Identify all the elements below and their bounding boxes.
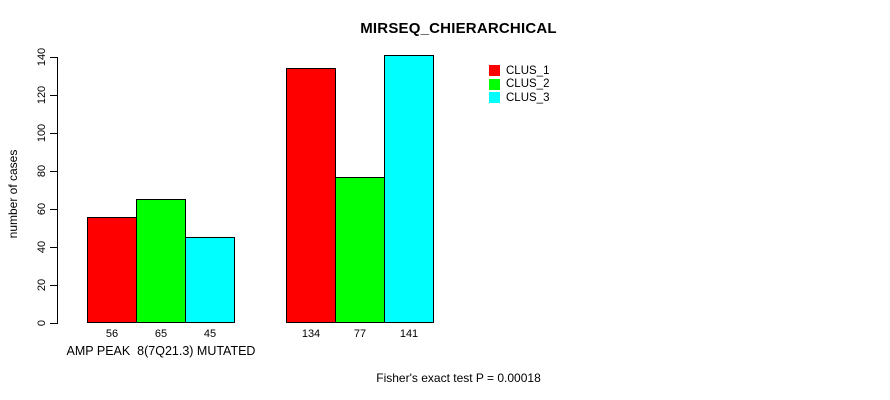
y-axis-tick	[50, 171, 57, 172]
y-tick-label: 0	[36, 319, 48, 327]
legend-swatch	[489, 65, 500, 77]
y-tick-label: 40	[36, 240, 48, 254]
legend: CLUS_1 CLUS_2 CLUS_3	[489, 64, 549, 105]
legend-label: CLUS_3	[506, 91, 550, 104]
y-axis-tick	[50, 95, 57, 96]
legend-item: CLUS_1	[489, 64, 549, 78]
y-axis-label: number of cases	[6, 149, 20, 239]
x-category-label: AMP PEAK 8(7Q21.3) MUTATED	[66, 344, 256, 358]
y-axis-tick	[50, 133, 57, 134]
bar-clus_1-group1	[87, 217, 137, 323]
stat-test-caption: Fisher's exact test P = 0.00018	[376, 371, 541, 385]
bar-value-label: 141	[399, 328, 419, 340]
y-tick-label: 20	[36, 278, 48, 292]
bar-clus_3-group2	[384, 55, 434, 323]
legend-item: CLUS_3	[489, 91, 549, 105]
bar-clus_2-group2	[335, 177, 385, 323]
legend-label: CLUS_1	[506, 64, 550, 77]
legend-swatch	[489, 78, 500, 90]
bar-value-label: 77	[353, 328, 367, 340]
y-tick-label: 140	[36, 47, 48, 67]
y-axis-line	[57, 57, 58, 324]
bar-clus_2-group1	[136, 199, 186, 323]
legend-label: CLUS_2	[506, 78, 550, 91]
bar-value-label: 65	[154, 328, 168, 340]
legend-item: CLUS_2	[489, 78, 549, 92]
y-axis-tick	[50, 323, 57, 324]
y-tick-label: 100	[36, 123, 48, 143]
chart-title: MIRSEQ_CHIERARCHICAL	[360, 20, 557, 37]
y-axis-tick	[50, 247, 57, 248]
legend-swatch	[489, 92, 500, 104]
y-tick-label: 60	[36, 202, 48, 216]
y-axis-tick	[50, 209, 57, 210]
bar-clus_1-group2	[286, 68, 336, 323]
y-tick-label: 80	[36, 164, 48, 178]
y-axis-tick	[50, 57, 57, 58]
y-tick-label: 120	[36, 85, 48, 105]
bar-clus_3-group1	[185, 237, 235, 323]
bar-value-label: 134	[301, 328, 321, 340]
bar-value-label: 45	[203, 328, 217, 340]
y-axis-tick	[50, 285, 57, 286]
bar-value-label: 56	[105, 328, 119, 340]
